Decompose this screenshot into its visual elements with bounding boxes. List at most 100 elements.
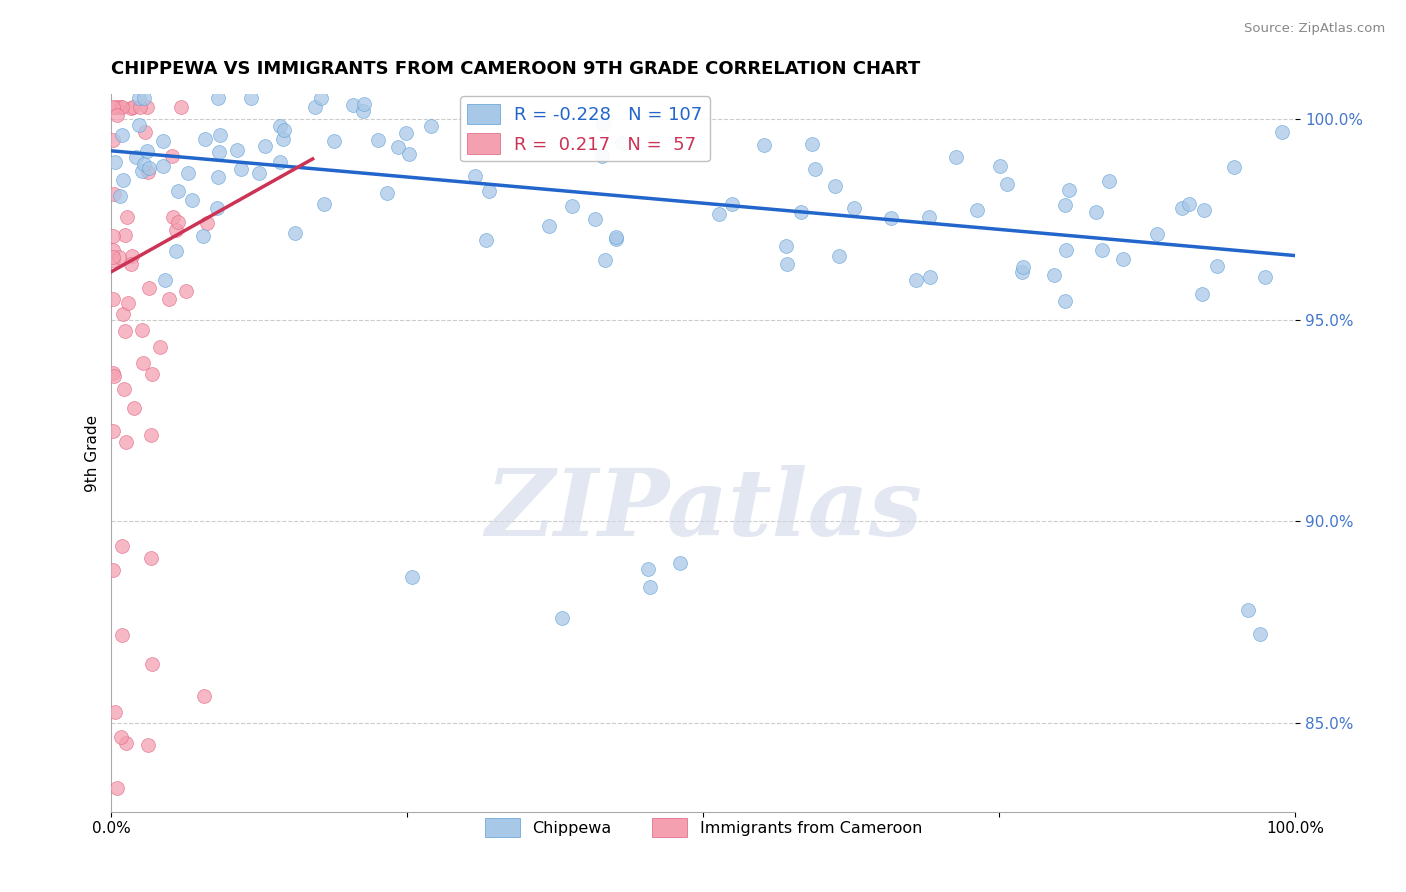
Point [398,146,420,161]
Point [103,133,125,147]
Point [304,100,326,114]
Point [120,257,142,271]
Point [103,369,125,384]
Point [239,91,262,105]
Point [149,340,172,354]
Point [309,91,332,105]
Point [323,134,346,148]
Point [801,136,824,151]
Point [1054,244,1077,258]
Point [101,563,124,577]
Point [111,128,134,143]
Point [879,211,901,225]
Point [139,428,162,442]
Point [101,424,124,438]
Point [132,157,155,171]
Point [918,211,941,225]
Point [129,99,152,113]
Point [108,188,131,202]
Point [155,273,177,287]
Point [209,128,232,142]
Point [1249,627,1271,641]
Point [367,133,389,147]
Point [121,99,143,113]
Point [117,296,139,310]
Point [353,97,375,112]
Point [269,155,291,169]
Point [551,611,574,625]
Point [104,705,127,719]
Point [1091,244,1114,258]
Point [638,580,661,594]
Point [593,253,616,268]
Point [157,293,180,307]
Point [592,117,614,131]
Point [905,272,928,286]
Point [115,435,138,450]
Point [988,159,1011,173]
Point [131,163,153,178]
Point [111,307,134,321]
Point [1053,293,1076,308]
Point [114,736,136,750]
Point [1053,197,1076,211]
Point [273,123,295,137]
Point [136,739,159,753]
Point [131,323,153,337]
Point [669,557,692,571]
Point [1236,603,1258,617]
Point [152,159,174,173]
Point [138,281,160,295]
Point [111,539,134,553]
Point [394,126,416,140]
Text: ZIPatlas: ZIPatlas [485,466,922,556]
Point [194,131,217,145]
Point [1085,204,1108,219]
Point [105,99,128,113]
Point [152,134,174,148]
Point [207,170,229,185]
Point [231,161,253,176]
Point [605,230,627,244]
Point [966,202,988,217]
Point [945,151,967,165]
Point [610,136,633,150]
Point [1223,161,1246,175]
Point [111,627,134,641]
Point [419,119,441,133]
Point [707,207,730,221]
Point [538,219,561,233]
Point [101,366,124,380]
Point [132,356,155,370]
Point [141,551,163,566]
Point [254,138,277,153]
Point [195,215,218,229]
Point [842,201,865,215]
Point [110,99,132,113]
Point [387,140,409,154]
Point [141,657,163,672]
Point [1271,125,1294,139]
Point [804,161,827,176]
Point [134,124,156,138]
Point [165,223,187,237]
Point [401,569,423,583]
Point [283,226,305,240]
Point [1178,196,1201,211]
Point [1011,265,1033,279]
Point [114,324,136,338]
Point [1057,183,1080,197]
Point [475,233,498,247]
Point [920,269,942,284]
Point [1098,174,1121,188]
Point [101,228,124,243]
Point [1043,268,1066,283]
Point [101,99,124,113]
Point [342,98,364,112]
Point [789,204,811,219]
Point [110,730,132,744]
Point [128,118,150,132]
Point [1191,286,1213,301]
Point [191,229,214,244]
Point [464,169,486,184]
